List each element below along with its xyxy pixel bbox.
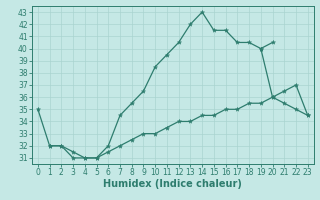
X-axis label: Humidex (Indice chaleur): Humidex (Indice chaleur) bbox=[103, 179, 242, 189]
